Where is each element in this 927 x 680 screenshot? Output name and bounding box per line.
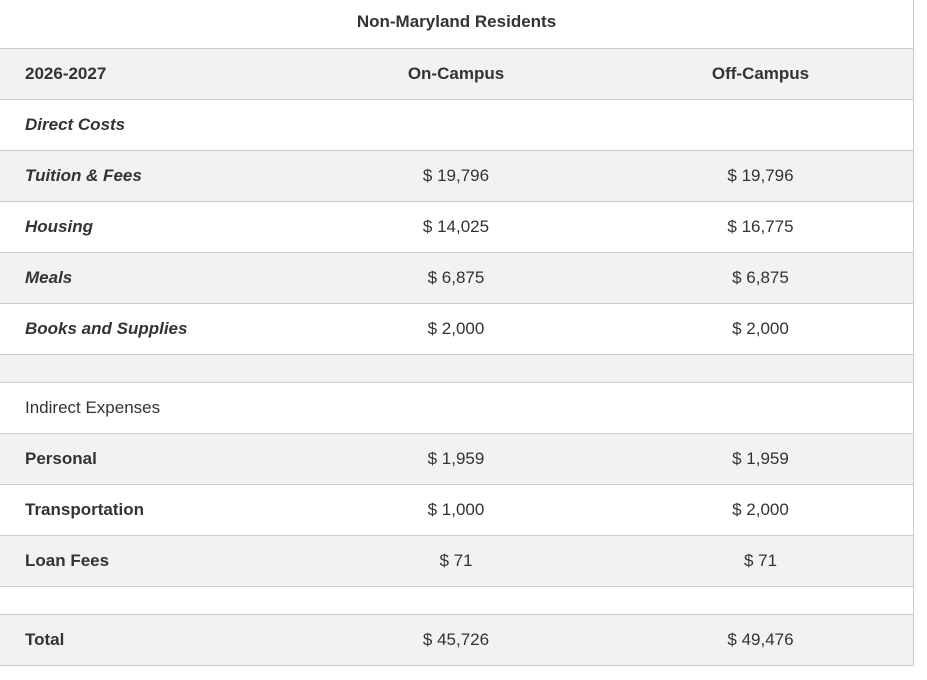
off-campus-value: $ 19,796 [727,166,794,185]
off-campus-value: $ 16,775 [727,217,794,236]
spacer-row [0,354,913,382]
table-row: Housing $ 14,025 $ 16,775 [0,201,913,252]
row-label: Meals [25,268,73,287]
table-row: Books and Supplies $ 2,000 $ 2,000 [0,303,913,354]
row-label: Personal [25,449,97,468]
table-title: Non-Maryland Residents [356,12,557,31]
table-row: Meals $ 6,875 $ 6,875 [0,252,913,303]
on-campus-value: $ 1,959 [427,449,485,468]
total-row: Total $ 45,726 $ 49,476 [0,614,913,666]
on-campus-value: $ 19,796 [422,166,490,185]
direct-costs-section-row: Direct Costs [0,99,913,150]
row-label: Transportation [25,500,145,519]
on-campus-value: $ 6,875 [427,268,485,287]
off-campus-header: Off-Campus [711,64,810,83]
total-label: Total [25,630,65,649]
off-campus-value: $ 2,000 [732,319,789,338]
on-campus-value: $ 1,000 [427,500,485,519]
off-campus-value: $ 2,000 [732,500,789,519]
row-label: Housing [25,217,93,236]
on-campus-value: $ 14,025 [422,217,490,236]
row-label: Books and Supplies [25,319,188,338]
table-row: Personal $ 1,959 $ 1,959 [0,433,913,484]
table-row: Transportation $ 1,000 $ 2,000 [0,484,913,535]
on-campus-value: $ 71 [439,551,473,570]
off-campus-value: $ 71 [743,551,778,570]
on-campus-total: $ 45,726 [422,630,490,649]
table-row: Loan Fees $ 71 $ 71 [0,535,913,586]
indirect-expenses-section-row: Indirect Expenses [0,382,913,433]
year-header: 2026-2027 [25,64,107,83]
row-label: Tuition & Fees [25,166,142,185]
table-header-row: 2026-2027 On-Campus Off-Campus [0,48,913,99]
on-campus-value: $ 2,000 [427,319,485,338]
off-campus-total: $ 49,476 [727,630,794,649]
off-campus-value: $ 6,875 [732,268,789,287]
cost-table: Non-Maryland Residents 2026-2027 On-Camp… [0,0,914,666]
section-label: Indirect Expenses [25,398,161,417]
section-label: Direct Costs [25,115,126,134]
table-row: Tuition & Fees $ 19,796 $ 19,796 [0,150,913,201]
row-label: Loan Fees [25,551,110,570]
on-campus-header: On-Campus [407,64,505,83]
spacer-row [0,586,913,614]
off-campus-value: $ 1,959 [732,449,789,468]
